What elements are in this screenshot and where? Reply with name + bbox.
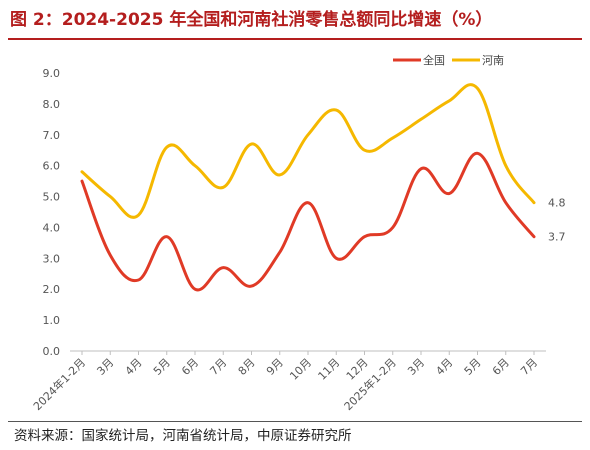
source-note: 资料来源：国家统计局，河南省统计局，中原证券研究所 bbox=[14, 428, 352, 444]
x-tick-label: 7月 bbox=[518, 356, 540, 378]
x-tick-label: 3月 bbox=[405, 356, 427, 378]
x-tick-label: 5月 bbox=[151, 356, 173, 378]
y-axis: 0.0 1.0 2.0 3.0 4.0 5.0 6.0 7.0 8.0 9.0 bbox=[43, 67, 61, 358]
series-line-national bbox=[80, 151, 536, 292]
series-line-henan bbox=[80, 83, 536, 219]
y-tick-label: 9.0 bbox=[43, 67, 61, 80]
x-tick-label: 9月 bbox=[264, 356, 286, 378]
legend-label-henan: 河南 bbox=[482, 54, 504, 67]
line-chart: 0.0 1.0 2.0 3.0 4.0 5.0 6.0 7.0 8.0 9.0 2024年1-2月… bbox=[30, 53, 566, 413]
x-tick-label: 6月 bbox=[490, 356, 512, 378]
y-tick-label: 6.0 bbox=[43, 160, 61, 173]
x-tick-label: 10月 bbox=[287, 356, 314, 383]
series-layer: 4.8 3.7 bbox=[80, 83, 566, 292]
x-tick-label: 2025年1-2月 bbox=[341, 355, 399, 413]
x-tick-label: 5月 bbox=[462, 356, 484, 378]
figure-title: 图 2：2024-2025 年全国和河南社消零售总额同比增速（%） bbox=[10, 10, 493, 30]
y-tick-label: 4.0 bbox=[43, 221, 61, 234]
legend-label-national: 全国 bbox=[423, 53, 445, 67]
y-tick-label: 5.0 bbox=[43, 191, 61, 204]
end-value-label-national: 3.7 bbox=[548, 231, 566, 244]
end-value-label-henan: 4.8 bbox=[548, 197, 566, 210]
x-tick-label: 7月 bbox=[207, 356, 229, 378]
y-tick-label: 1.0 bbox=[43, 314, 61, 327]
y-tick-label: 2.0 bbox=[43, 283, 61, 296]
x-tick-label: 2024年1-2月 bbox=[30, 355, 88, 413]
x-tick-label: 3月 bbox=[94, 356, 116, 378]
legend: 全国 河南 bbox=[393, 53, 504, 67]
y-tick-label: 7.0 bbox=[43, 129, 61, 142]
x-tick-label: 4月 bbox=[123, 356, 145, 378]
title-divider bbox=[8, 38, 582, 40]
y-tick-label: 3.0 bbox=[43, 252, 61, 265]
y-tick-label: 0.0 bbox=[43, 345, 61, 358]
x-tick-label: 4月 bbox=[433, 356, 455, 378]
x-axis: 2024年1-2月 3月 4月 5月 6月 7月 8月 9月 10月 11月 12月2025年1-2… bbox=[30, 350, 546, 413]
source-divider bbox=[8, 421, 582, 422]
x-tick-label: 8月 bbox=[236, 356, 258, 378]
x-tick-label: 11月 bbox=[316, 356, 343, 383]
x-tick-label: 6月 bbox=[179, 356, 201, 378]
y-tick-label: 8.0 bbox=[43, 98, 61, 111]
